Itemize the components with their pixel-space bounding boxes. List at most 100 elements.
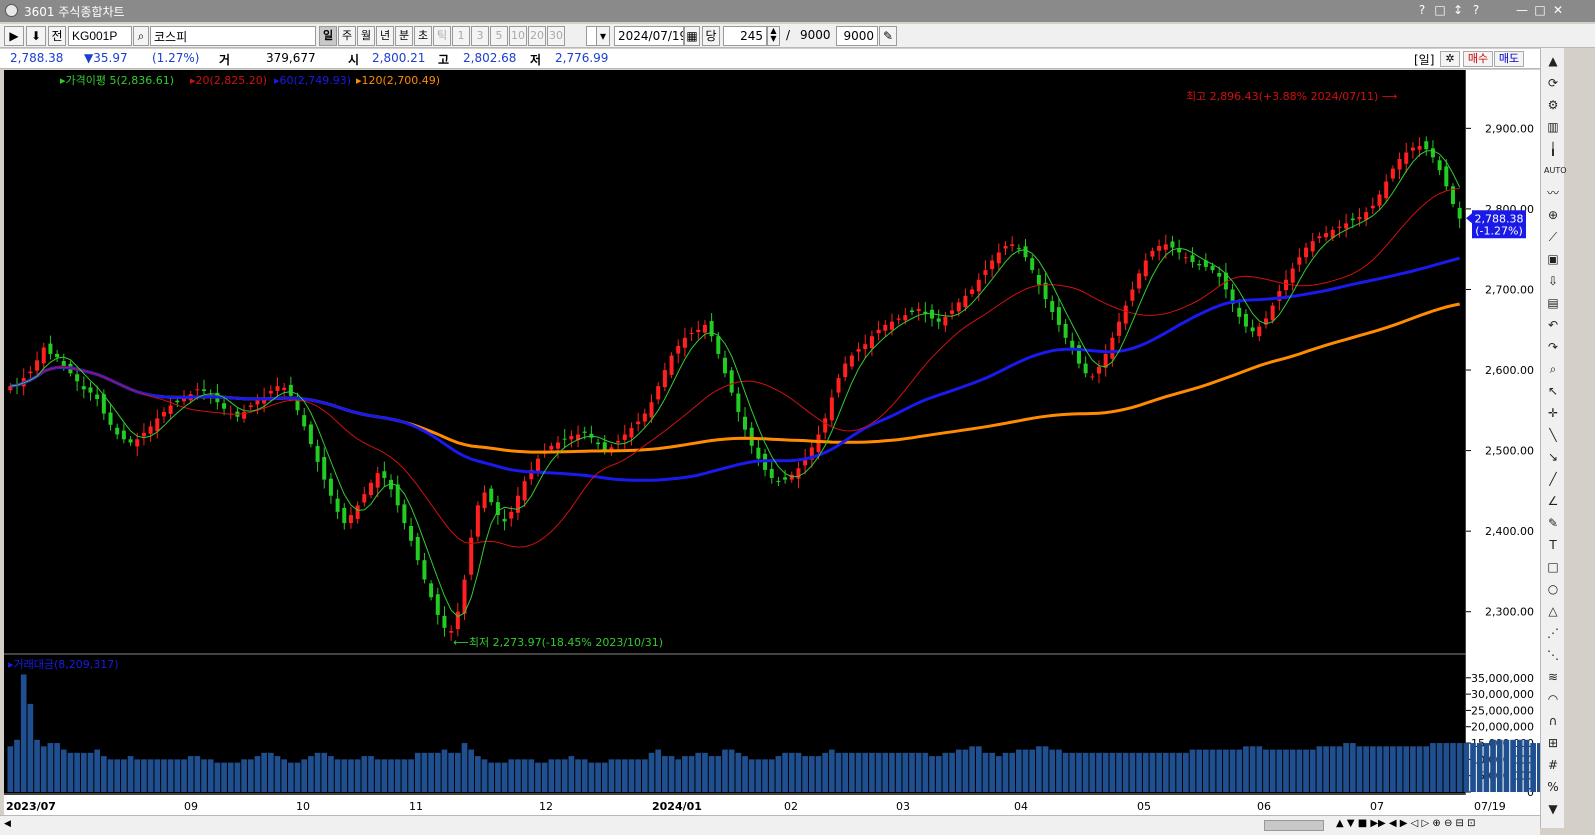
triangle-icon[interactable]: △ xyxy=(1548,604,1558,618)
candle-body xyxy=(1350,218,1355,221)
channel-icon[interactable]: ≋ xyxy=(1547,670,1559,684)
period-button[interactable]: 5 xyxy=(490,26,508,46)
period-button[interactable]: 10 xyxy=(509,26,527,46)
max-count-input[interactable]: 9000 xyxy=(836,26,878,46)
percent-icon[interactable]: % xyxy=(1547,780,1559,794)
scroll-controls[interactable]: ▲ ▼ ■ ▶▶ ◀ ▶ ◁ ▷ ⊕ ⊖ ⊟ ⊡ xyxy=(1336,818,1476,829)
code-input[interactable] xyxy=(68,26,132,46)
period-button[interactable]: 1 xyxy=(452,26,470,46)
edit-icon[interactable]: ✎ xyxy=(879,26,897,46)
scroll-thumb[interactable] xyxy=(1264,820,1324,831)
arc-icon[interactable]: ◠ xyxy=(1547,692,1559,706)
candle-body xyxy=(322,457,327,480)
period-button[interactable]: 3 xyxy=(471,26,489,46)
dang-button[interactable]: 당 xyxy=(702,26,720,46)
mode-label[interactable]: [일] xyxy=(1414,53,1435,67)
gear-icon[interactable]: ⚙ xyxy=(1547,98,1559,112)
gear-icon[interactable]: ✲ xyxy=(1440,51,1460,67)
period-button[interactable]: 년 xyxy=(376,26,394,46)
chevron-down-icon[interactable]: ▾ xyxy=(596,26,610,46)
save-icon[interactable]: ⇩ xyxy=(1547,274,1559,288)
rectangle-icon[interactable]: □ xyxy=(1547,560,1559,574)
buy-button[interactable]: 매수 xyxy=(1463,51,1493,67)
zoom-icon[interactable]: ⌕ xyxy=(1549,362,1557,376)
trend-icon[interactable]: ⟋ xyxy=(1548,230,1558,244)
maximize-icon[interactable]: □ xyxy=(1534,3,1546,17)
arrow-down-icon[interactable]: ▼ xyxy=(1548,802,1558,816)
bottom-scrollbar[interactable]: ◀ ▲ ▼ ■ ▶▶ ◀ ▶ ◁ ▷ ⊕ ⊖ ⊟ ⊡ xyxy=(0,815,1540,835)
download-icon[interactable]: ⬇ xyxy=(26,26,46,46)
minimize-icon[interactable]: — xyxy=(1516,3,1528,17)
period-button[interactable]: 주 xyxy=(338,26,356,46)
volume-bar xyxy=(1530,743,1536,792)
period-button[interactable]: 월 xyxy=(357,26,375,46)
volume-bar xyxy=(181,759,187,792)
line-chart-icon[interactable]: 〰 xyxy=(1546,186,1559,200)
calendar-icon[interactable]: ▦ xyxy=(684,26,700,46)
volume-bar xyxy=(641,759,648,792)
volume-bar xyxy=(1283,749,1289,792)
bar-chart-icon[interactable]: ▥ xyxy=(1547,120,1559,134)
help-icon[interactable]: ? xyxy=(1418,3,1426,17)
auto-icon[interactable]: AUTO xyxy=(1544,166,1567,175)
volume-bar xyxy=(1456,743,1463,792)
arrow-up-icon[interactable]: ▲ xyxy=(1548,54,1558,68)
period-button[interactable]: 30 xyxy=(547,26,565,46)
period-button[interactable]: 틱 xyxy=(433,26,451,46)
candle-body xyxy=(1270,305,1275,321)
layout-icon[interactable]: ▤ xyxy=(1547,296,1559,310)
hash-icon[interactable]: # xyxy=(1547,758,1559,772)
text-icon[interactable]: T xyxy=(1549,538,1557,552)
candle-body xyxy=(535,458,540,472)
fan-icon[interactable]: ⋱ xyxy=(1547,648,1559,662)
pen-icon[interactable]: ✎ xyxy=(1547,516,1559,530)
line-tool-icon[interactable]: ╲ xyxy=(1549,428,1557,442)
cross-icon[interactable]: ✛ xyxy=(1547,406,1559,420)
period-button[interactable]: 초 xyxy=(414,26,432,46)
settings-icon[interactable]: ? xyxy=(1472,3,1480,17)
sell-button[interactable]: 매도 xyxy=(1494,51,1524,67)
fibonacci-icon[interactable]: ⋰ xyxy=(1547,626,1559,640)
magnet-icon[interactable]: ∩ xyxy=(1548,714,1558,728)
candle-icon[interactable]: ╽ xyxy=(1549,142,1557,156)
window-icon[interactable]: ▣ xyxy=(1547,252,1559,266)
play-icon[interactable]: ▶ xyxy=(4,26,24,46)
volume-bar xyxy=(1376,746,1383,792)
circle-icon[interactable]: ○ xyxy=(1547,582,1559,596)
period-button[interactable]: 분 xyxy=(395,26,413,46)
chart-area[interactable]: 2,300.00 2,400.00 2,500.00 2,600.00 2,700.00… xyxy=(4,70,1570,822)
chart-svg[interactable]: 2,300.00 2,400.00 2,500.00 2,600.00 2,700.00… xyxy=(4,70,1570,822)
grid-icon[interactable]: ⊞ xyxy=(1547,736,1559,750)
search-icon[interactable]: ⌕ xyxy=(133,26,149,46)
undo-icon[interactable]: ↶ xyxy=(1547,318,1559,332)
close-icon[interactable]: ✕ xyxy=(1552,3,1564,17)
count-input[interactable]: 245 xyxy=(723,26,767,46)
refresh-icon[interactable]: ⟳ xyxy=(1547,76,1559,90)
candle-body xyxy=(1183,257,1188,259)
candle-body xyxy=(1344,223,1349,229)
candle-body xyxy=(1237,307,1242,317)
whole-button[interactable]: 전 xyxy=(48,26,66,46)
ray-icon[interactable]: ↘ xyxy=(1547,450,1559,464)
candle-body xyxy=(836,378,841,393)
app-icon[interactable] xyxy=(5,4,18,17)
volume-bar xyxy=(1503,739,1510,792)
period-button[interactable]: 20 xyxy=(528,26,546,46)
date-input[interactable]: 2024/07/19 xyxy=(614,26,684,46)
volume-bar xyxy=(354,759,361,792)
candle-body xyxy=(1210,265,1215,271)
name-input[interactable] xyxy=(150,26,316,46)
scroll-left-icon[interactable]: ◀ xyxy=(4,819,11,829)
candle-body xyxy=(562,438,567,440)
diagonal-icon[interactable]: ╱ xyxy=(1549,472,1557,486)
pin-icon[interactable]: ↕ xyxy=(1452,3,1464,17)
pointer-icon[interactable]: ↖ xyxy=(1547,384,1559,398)
redo-icon[interactable]: ↷ xyxy=(1547,340,1559,354)
period-button[interactable]: 일 xyxy=(319,26,337,46)
plus-icon[interactable]: ⊕ xyxy=(1547,208,1559,222)
angle-icon[interactable]: ∠ xyxy=(1547,494,1559,508)
link-icon[interactable]: □ xyxy=(1434,3,1446,17)
candle-body xyxy=(582,431,587,433)
count-stepper[interactable]: ▲ ▼ xyxy=(767,26,780,46)
volume-bar xyxy=(1323,746,1329,792)
